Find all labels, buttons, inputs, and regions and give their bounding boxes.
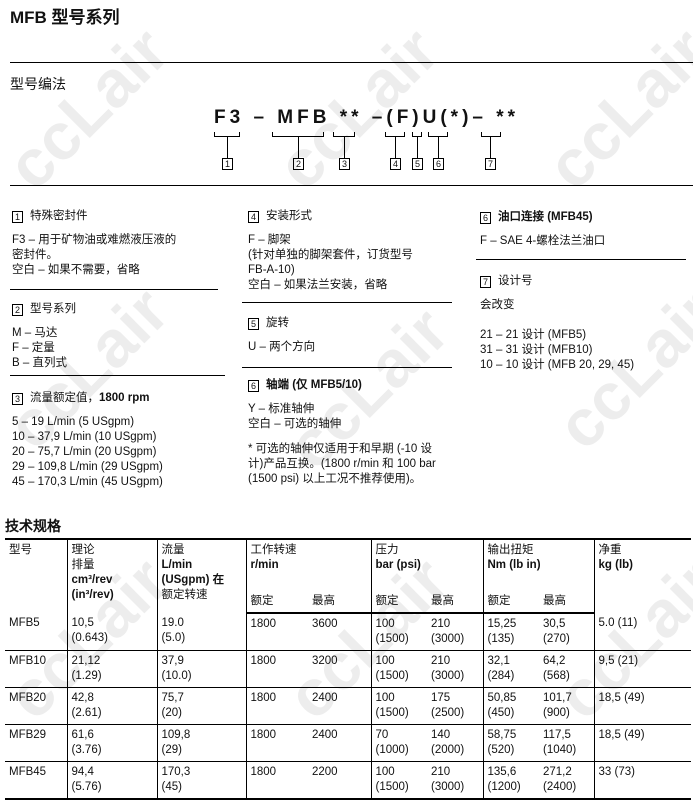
- table-cell: 64,2 (568): [539, 650, 594, 688]
- specs-table: 型号 理论 排量 cm³/rev (in³/rev) 流量 L/min (USgpm) 在…: [5, 538, 691, 800]
- table-cell: 33 (73): [593, 761, 691, 800]
- table-cell: MFB29: [5, 724, 67, 762]
- header-pressure: 压力 bar (psi): [370, 538, 483, 591]
- table-cell: 70 (1000): [370, 724, 427, 762]
- header-model: 型号: [5, 538, 67, 613]
- table-cell: 1800: [245, 613, 308, 651]
- table-cell: 10,5 (0.643): [66, 613, 157, 651]
- table-cell: 50,85 (450): [482, 687, 539, 725]
- section-mounting: 4 安装形式 F – 脚架 (针对单独的脚架套件，订货型号 FB-A-10) 空白 – …: [248, 210, 413, 291]
- table-cell: 58,75 (520): [482, 724, 539, 762]
- watermark: ccLair: [0, 13, 183, 203]
- table-cell: 140 (2000): [427, 724, 483, 762]
- table-cell: 2400: [308, 724, 371, 762]
- table-cell: 2400: [308, 687, 371, 725]
- table-cell: 61,6 (3.76): [66, 724, 157, 762]
- table-cell: 18,5 (49): [593, 724, 691, 762]
- section-flow: 3 流量额定值，1800 rpm 5 – 19 L/min (5 USgpm) 10…: [12, 392, 163, 488]
- table-cell: 37,9 (10.0): [156, 650, 246, 688]
- table-cell: 1800: [245, 761, 308, 800]
- watermark: ccLair: [532, 13, 693, 203]
- table-cell: 1800: [245, 687, 308, 725]
- table-cell: 3200: [308, 650, 371, 688]
- table-row: MFB45 94,4 (5.76) 170,3 (45) 1800 2200 100 (1500…: [5, 761, 691, 800]
- table-cell: 100 (1500): [370, 613, 427, 651]
- section-shaft: 6 轴端 (仅 MFB5/10) Y – 标准轴伸 空白 – 可选的轴伸 * 可选的…: [248, 379, 436, 485]
- table-cell: 170,3 (45): [156, 761, 246, 800]
- table-cell: 100 (1500): [370, 687, 427, 725]
- table-cell: 42,8 (2.61): [66, 687, 157, 725]
- table-cell: 1800: [245, 724, 308, 762]
- table-cell: 15,25 (135): [482, 613, 539, 651]
- section-design: 7 设计号 会改变 21 – 21 设计 (MFB5) 31 – 31 设计 (MF…: [480, 275, 635, 371]
- header-torque: 输出扭矩 Nm (lb in): [482, 538, 594, 591]
- table-cell: 1800: [245, 650, 308, 688]
- table-row: MFB5 10,5 (0.643) 19.0 (5.0) 1800 3600 100 (150…: [5, 613, 691, 651]
- header-flow: 流量 L/min (USgpm) 在额定转速: [156, 538, 246, 613]
- table-cell: 30,5 (270): [539, 613, 594, 651]
- model-code-heading: 型号编法: [10, 76, 66, 92]
- table-cell: 135,6 (1200): [482, 761, 539, 800]
- header-weight: 净重 kg (lb): [593, 538, 691, 613]
- section-seal: 1 特殊密封件 F3 – 用于矿物油或难燃液压液的 密封件。 空白 – 如果不需要，省…: [12, 210, 177, 276]
- table-cell: 101,7 (900): [539, 687, 594, 725]
- table-row: MFB20 42,8 (2.61) 75,7 (20) 1800 2400 100 (1500)…: [5, 687, 691, 725]
- table-cell: MFB5: [5, 613, 67, 651]
- table-cell: 175 (2500): [427, 687, 483, 725]
- table-cell: 2200: [308, 761, 371, 800]
- table-cell: 94,4 (5.76): [66, 761, 157, 800]
- table-cell: 210 (3000): [427, 613, 483, 651]
- specs-heading: 技术规格: [5, 518, 61, 534]
- table-cell: 100 (1500): [370, 761, 427, 800]
- table-cell: 9,5 (21): [593, 650, 691, 688]
- table-cell: MFB45: [5, 761, 67, 800]
- table-cell: 271,2 (2400): [539, 761, 594, 800]
- table-row: MFB29 61,6 (3.76) 109,8 (29) 1800 2400 70 (1000)…: [5, 724, 691, 762]
- table-cell: 100 (1500): [370, 650, 427, 688]
- table-cell: 210 (3000): [427, 650, 483, 688]
- table-cell: 117,5 (1040): [539, 724, 594, 762]
- section-series: 2 型号系列 M – 马达 F – 定量 B – 直列式: [12, 303, 76, 369]
- table-cell: 210 (3000): [427, 761, 483, 800]
- section-rotation: 5 旋转 U – 两个方向: [248, 317, 316, 353]
- table-cell: 32,1 (284): [482, 650, 539, 688]
- model-code: F3 – MFB ** –(F)U(*)– **: [214, 107, 520, 128]
- table-cell: 18,5 (49): [593, 687, 691, 725]
- table-cell: 109,8 (29): [156, 724, 246, 762]
- page-title: MFB 型号系列: [10, 8, 120, 27]
- table-cell: MFB20: [5, 687, 67, 725]
- table-cell: MFB10: [5, 650, 67, 688]
- table-cell: 5.0 (11): [593, 613, 691, 651]
- header-speed: 工作转速 r/min: [245, 538, 371, 591]
- header-displacement: 理论 排量 cm³/rev (in³/rev): [66, 538, 157, 613]
- table-cell: 75,7 (20): [156, 687, 246, 725]
- table-cell: 19.0 (5.0): [156, 613, 246, 651]
- table-row: MFB10 21,12 (1.29) 37,9 (10.0) 1800 3200 100 (15…: [5, 650, 691, 688]
- section-ports: 6 油口连接 (MFB45) F – SAE 4-螺栓法兰油口: [480, 211, 606, 247]
- table-cell: 21,12 (1.29): [66, 650, 157, 688]
- table-cell: 3600: [308, 613, 371, 651]
